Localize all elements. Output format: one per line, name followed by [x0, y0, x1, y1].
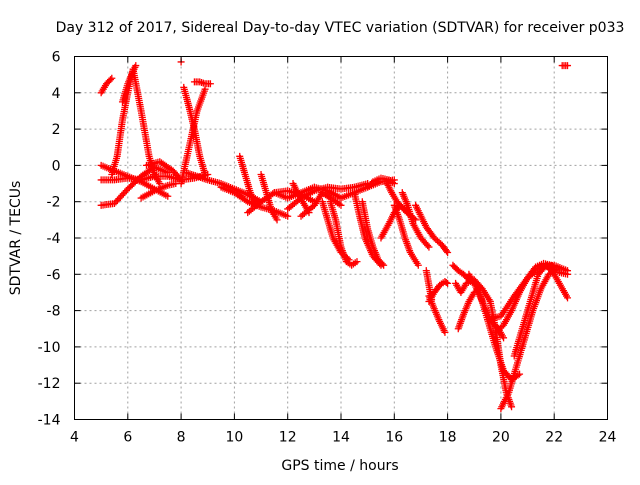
grid-lines	[74, 56, 608, 420]
data-point	[132, 62, 140, 70]
data-point	[337, 201, 345, 209]
data-point	[441, 328, 449, 336]
data-point	[273, 216, 281, 224]
plot-frame	[74, 56, 608, 420]
y-axis-label: SDTVAR / TECUs	[8, 181, 24, 296]
data-point	[424, 242, 432, 250]
data-point	[508, 403, 516, 411]
data-point	[106, 76, 114, 84]
data-point	[414, 261, 422, 269]
y-tick-label: 4	[52, 86, 61, 102]
data-series-arc-10	[180, 83, 209, 178]
x-tick-label: 16	[385, 430, 403, 446]
data-point	[353, 258, 361, 266]
x-tick-label: 6	[123, 430, 132, 446]
data-point	[390, 180, 398, 188]
y-tick-label: -14	[38, 413, 61, 429]
data-point	[564, 267, 572, 275]
data-series-arc-44	[484, 261, 572, 324]
data-point	[108, 74, 116, 82]
data-point	[425, 243, 433, 251]
data-series-arc-17	[257, 170, 281, 224]
x-tick-label: 12	[279, 430, 297, 446]
data-point	[564, 294, 572, 302]
data-point	[378, 260, 386, 268]
x-tick-label: 20	[492, 430, 510, 446]
data-point	[295, 195, 303, 203]
x-axis-label: GPS time / hours	[281, 458, 398, 474]
x-tick-label: 18	[439, 430, 457, 446]
data-series-arc-45	[510, 261, 572, 360]
data-point	[201, 170, 209, 178]
data-series-arc-46	[558, 62, 572, 70]
x-tick-label: 8	[177, 430, 186, 446]
y-tick-label: 0	[52, 158, 61, 174]
data-series-arc-15	[236, 152, 260, 209]
x-tick-label: 22	[545, 430, 563, 446]
data-series-arc-23	[326, 198, 361, 269]
y-tick-label: 6	[52, 50, 61, 66]
y-tick-label: -6	[47, 267, 61, 283]
data-point	[500, 334, 508, 342]
y-tick-label: -8	[47, 304, 61, 320]
data-point	[164, 192, 172, 200]
data-series-arc-31	[398, 189, 433, 251]
data-series-arc-25	[350, 189, 385, 269]
chart-title: Day 312 of 2017, Sidereal Day-to-day VTE…	[56, 20, 625, 36]
x-tick-label: 4	[70, 430, 79, 446]
x-tick-label: 24	[599, 430, 617, 446]
y-tick-label: 2	[52, 122, 61, 138]
data-series-arc-11	[177, 85, 209, 188]
y-tick-label: -12	[38, 376, 61, 392]
data-point	[564, 62, 572, 70]
data-series-arc-38	[454, 285, 484, 333]
data-point	[206, 80, 214, 88]
data-point	[444, 249, 452, 257]
data-series-arc-35	[425, 292, 449, 336]
data-point	[443, 247, 451, 255]
data-series-arc-27	[364, 174, 398, 191]
data-series-arc-26	[358, 198, 388, 269]
data-series-arc-8	[142, 158, 185, 184]
y-tick-label: -2	[47, 195, 61, 211]
data-point	[442, 278, 450, 286]
x-tick-label: 14	[332, 430, 350, 446]
data-point	[516, 370, 524, 378]
data-point	[242, 197, 250, 205]
data-series-arc-32	[412, 201, 452, 257]
data-series-arc-30	[390, 201, 422, 269]
y-tick-label: -10	[38, 340, 61, 356]
data-series-arc-3	[118, 62, 140, 106]
data-series-arc-20	[284, 180, 372, 213]
data-point	[284, 212, 292, 220]
data-point	[444, 279, 452, 287]
data-series-arc-1	[97, 74, 116, 97]
data-point	[380, 261, 388, 269]
data-series-arc-7	[137, 180, 180, 202]
data-series-arc-12	[190, 78, 214, 88]
data-points	[97, 58, 572, 413]
x-tick-label: 10	[225, 430, 243, 446]
y-tick-label: -4	[47, 231, 61, 247]
